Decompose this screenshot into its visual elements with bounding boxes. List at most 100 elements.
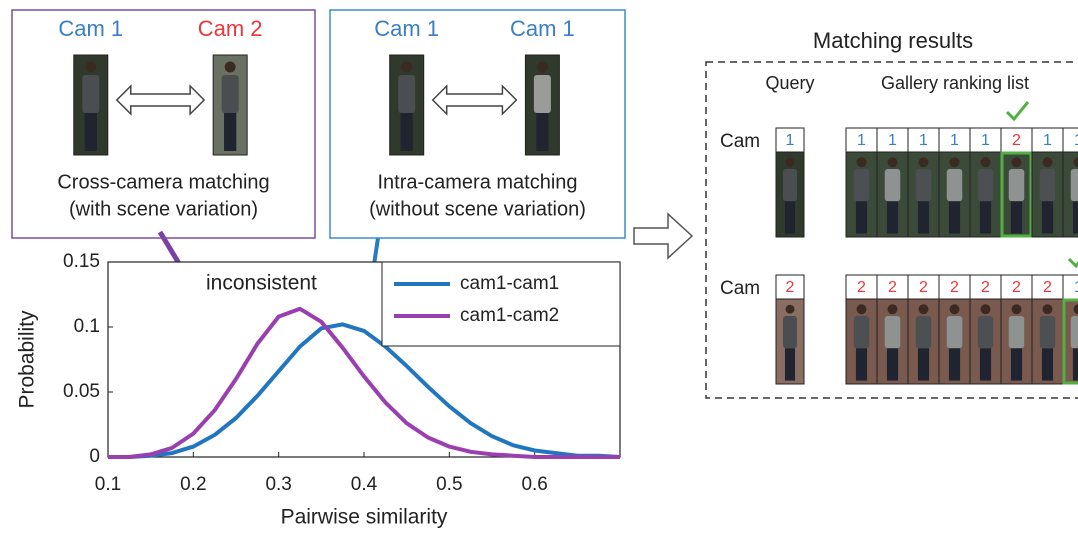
check-mark <box>1069 249 1078 266</box>
row-label: Cam <box>720 131 760 152</box>
person-legs <box>1011 201 1022 233</box>
person-head <box>857 157 867 167</box>
person-head <box>225 62 236 73</box>
person-head <box>919 304 929 314</box>
person-head <box>857 304 867 314</box>
person-body <box>947 316 963 348</box>
person-body <box>916 316 932 348</box>
person-legs <box>224 113 236 151</box>
cam-id: 2 <box>1012 132 1021 149</box>
person-head <box>981 304 991 314</box>
person-legs <box>918 348 929 380</box>
x-axis-label: Pairwise similarity <box>281 506 448 529</box>
person-body <box>1071 169 1078 201</box>
person-head <box>1043 304 1053 314</box>
flow-arrow <box>634 214 692 258</box>
cam-label: Cam 1 <box>510 16 575 41</box>
cam-id: 1 <box>981 132 990 149</box>
person-legs <box>887 201 898 233</box>
person-body <box>947 169 963 201</box>
cam-id: 2 <box>786 279 795 296</box>
legend-label: cam1-cam2 <box>460 305 559 326</box>
x-tick-label: 0.2 <box>180 474 206 495</box>
person-legs <box>785 201 795 233</box>
double-arrow <box>117 86 204 114</box>
person-body <box>854 316 870 348</box>
person-body <box>82 75 99 113</box>
double-arrow <box>433 86 517 114</box>
person-head <box>786 305 795 314</box>
person-body <box>1009 316 1025 348</box>
person-legs <box>980 348 991 380</box>
person-head <box>888 304 898 314</box>
person-head <box>950 157 960 167</box>
person-body <box>885 169 901 201</box>
person-body <box>783 316 797 348</box>
person-legs <box>856 201 867 233</box>
y-axis-label: Probability <box>16 310 39 409</box>
person-head <box>1012 157 1022 167</box>
cam-label: Cam 2 <box>198 16 263 41</box>
cam-id: 1 <box>888 132 897 149</box>
cam-id: 2 <box>981 279 990 296</box>
person-body <box>978 169 994 201</box>
person-body <box>534 75 551 113</box>
person-body <box>978 316 994 348</box>
person-body <box>783 169 797 201</box>
person-head <box>1043 157 1053 167</box>
legend-label: cam1-cam1 <box>460 273 559 294</box>
person-body <box>1040 169 1056 201</box>
person-legs <box>1073 201 1078 233</box>
person-head <box>786 158 795 167</box>
cam-id: 2 <box>950 279 959 296</box>
person-legs <box>785 348 795 380</box>
person-legs <box>1042 201 1053 233</box>
cam-label: Cam 1 <box>374 16 439 41</box>
cam-id: 1 <box>1043 132 1052 149</box>
cam-label: Cam 1 <box>58 16 123 41</box>
person-legs <box>85 113 97 151</box>
cam-id: 1 <box>786 132 795 149</box>
x-tick-label: 0.1 <box>95 474 121 495</box>
person-body <box>398 75 415 113</box>
person-legs <box>1073 348 1078 380</box>
annotation: inconsistent <box>206 272 317 295</box>
query-header: Query <box>765 73 814 93</box>
person-body <box>1040 316 1056 348</box>
results-title: Matching results <box>813 28 973 53</box>
person-legs <box>1042 348 1053 380</box>
cam-id: 1 <box>857 132 866 149</box>
y-tick-label: 0.1 <box>74 316 100 337</box>
person-legs <box>918 201 929 233</box>
y-tick-label: 0 <box>89 446 100 467</box>
cam-id: 1 <box>1074 279 1078 296</box>
cam-id: 2 <box>919 279 928 296</box>
person-body <box>854 169 870 201</box>
x-tick-label: 0.6 <box>521 474 547 495</box>
person-head <box>85 62 96 73</box>
person-head <box>537 62 548 73</box>
person-legs <box>949 201 960 233</box>
x-tick-label: 0.5 <box>436 474 462 495</box>
cam-id: 2 <box>888 279 897 296</box>
x-tick-label: 0.4 <box>351 474 378 495</box>
person-body <box>1009 169 1025 201</box>
x-tick-label: 0.3 <box>265 474 291 495</box>
person-head <box>1012 304 1022 314</box>
y-tick-label: 0.05 <box>63 381 100 402</box>
person-body <box>222 75 239 113</box>
y-tick-label: 0.15 <box>63 251 100 272</box>
person-legs <box>536 113 548 151</box>
person-legs <box>401 113 413 151</box>
cam-id: 2 <box>1043 279 1052 296</box>
person-legs <box>980 201 991 233</box>
cam-id: 1 <box>919 132 928 149</box>
panel-caption: (without scene variation) <box>369 198 586 220</box>
figure: Cam 1Cam 2Cross-camera matching(with sce… <box>0 0 1078 535</box>
cam-id: 1 <box>1074 132 1078 149</box>
row-label: Cam <box>720 278 760 299</box>
person-legs <box>1011 348 1022 380</box>
gallery-header: Gallery ranking list <box>881 73 1029 93</box>
person-head <box>888 157 898 167</box>
person-head <box>981 157 991 167</box>
